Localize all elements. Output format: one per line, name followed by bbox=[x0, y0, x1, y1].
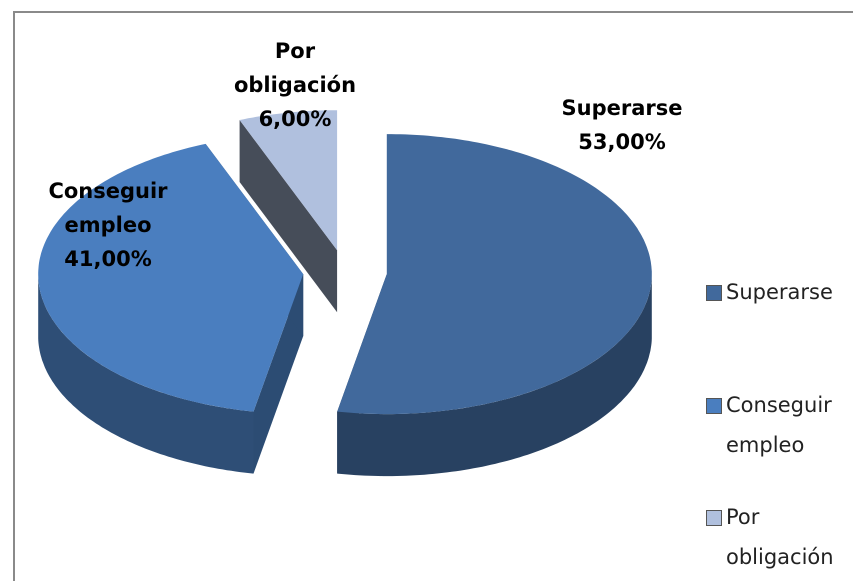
legend-swatch bbox=[706, 285, 722, 301]
data-label-value: 53,00% bbox=[578, 130, 666, 154]
slice bbox=[337, 134, 652, 415]
slice-side bbox=[38, 274, 254, 474]
legend-swatch bbox=[706, 398, 722, 414]
legend-item: Conseguir empleo bbox=[706, 385, 846, 465]
slice bbox=[239, 110, 338, 251]
legend-label: Conseguir empleo bbox=[726, 393, 832, 457]
data-label-value: 41,00% bbox=[64, 247, 152, 271]
slice-side bbox=[337, 274, 652, 477]
data-label-value: 6,00% bbox=[258, 107, 332, 131]
legend-swatch bbox=[706, 510, 722, 526]
legend-label: Superarse bbox=[726, 280, 833, 304]
chart-border bbox=[13, 11, 853, 581]
legend-item: Por obligación bbox=[706, 497, 846, 577]
legend-label: Por obligación bbox=[726, 505, 834, 569]
data-label-category: Por obligación bbox=[233, 39, 357, 97]
data-label: Superarse 53,00% bbox=[547, 91, 697, 159]
slice-wall bbox=[253, 274, 304, 474]
slice bbox=[38, 143, 304, 412]
data-label-category: Conseguir empleo bbox=[48, 179, 168, 237]
data-label: Conseguir empleo 41,00% bbox=[38, 174, 178, 276]
legend-item: Superarse bbox=[706, 272, 846, 312]
data-label: Por obligación 6,00% bbox=[220, 34, 370, 136]
data-label-category: Superarse bbox=[561, 96, 683, 120]
slice-wall bbox=[239, 120, 338, 313]
